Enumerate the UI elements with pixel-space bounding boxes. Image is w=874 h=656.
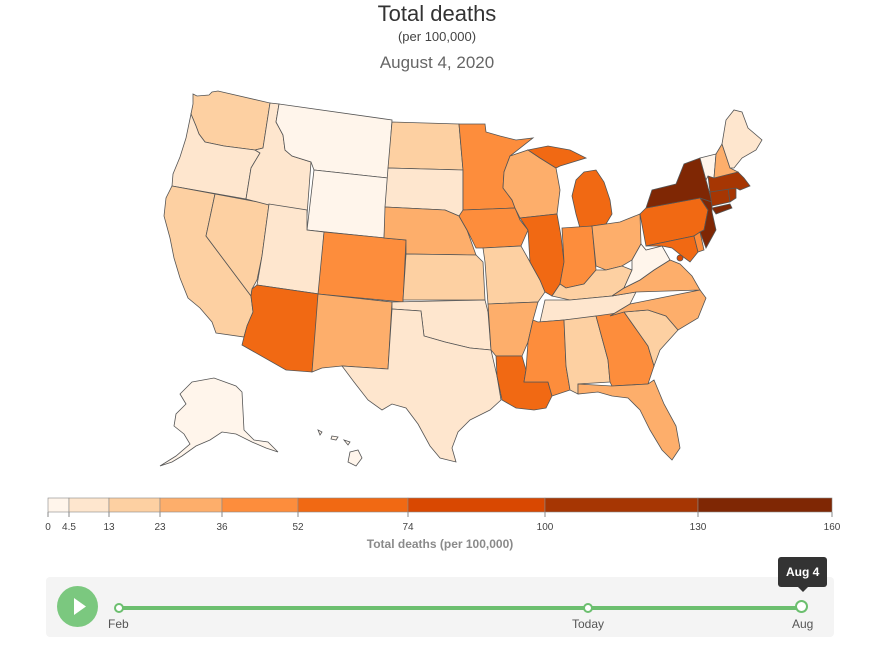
legend-tick-label: 0: [45, 522, 51, 533]
legend-tick-label: 52: [292, 522, 304, 533]
state-DC[interactable]: [676, 254, 684, 262]
state-AZ[interactable]: [241, 284, 320, 373]
legend-tick-label: 74: [402, 522, 414, 533]
us-choropleth-map: [159, 90, 763, 467]
legend-tick-label: 23: [154, 522, 166, 533]
timeline-start-label: Feb: [108, 617, 129, 631]
timeline-handle[interactable]: [795, 600, 808, 613]
legend-swatch: [407, 497, 546, 513]
state-CO[interactable]: [317, 231, 407, 303]
state-NM[interactable]: [311, 293, 393, 373]
legend-tick-label: 36: [216, 522, 228, 533]
play-button[interactable]: [57, 586, 98, 627]
legend-tick-label: 4.5: [62, 522, 76, 533]
legend-swatch: [159, 497, 223, 513]
map-date: August 4, 2020: [379, 53, 495, 72]
state-WV[interactable]: [623, 243, 671, 289]
timeline-start-dot[interactable]: [114, 603, 124, 613]
state-WY[interactable]: [306, 169, 389, 239]
legend-tick-label: 160: [824, 522, 841, 533]
legend-swatch: [68, 497, 110, 513]
state-AK[interactable]: [159, 377, 279, 467]
state-VT[interactable]: [699, 153, 717, 182]
state-KS[interactable]: [402, 253, 486, 301]
state-MI[interactable]: [526, 145, 613, 229]
legend-swatch: [221, 497, 299, 513]
legend-swatch: [297, 497, 409, 513]
legend-swatch: [47, 497, 70, 513]
timeline-end-label: Aug: [792, 617, 814, 631]
map-title: Total deaths: [377, 1, 497, 26]
timeline-tooltip: Aug 4: [778, 557, 828, 592]
legend-title: Total deaths (per 100,000): [366, 537, 514, 551]
state-AR[interactable]: [487, 301, 539, 357]
map-subtitle: (per 100,000): [397, 29, 477, 44]
state-DE[interactable]: [693, 231, 705, 253]
legend-tick-label: 130: [690, 522, 707, 533]
state-HI[interactable]: [317, 429, 363, 467]
color-legend: 0 4.5 13 23 36 52 74 100 130 160: [45, 497, 841, 533]
play-icon: [74, 598, 86, 615]
timeline-track[interactable]: [118, 606, 802, 610]
timeline-today-label: Today: [572, 617, 605, 631]
state-TX[interactable]: [341, 308, 502, 463]
state-NC[interactable]: [609, 289, 707, 331]
state-FL[interactable]: [577, 379, 681, 461]
timeline-panel: Feb Today Aug Aug 4: [46, 557, 834, 637]
state-LA[interactable]: [495, 355, 553, 411]
legend-tick-label: 100: [537, 522, 554, 533]
timeline-today-dot[interactable]: [583, 603, 593, 613]
state-ND[interactable]: [387, 121, 464, 171]
state-NH[interactable]: [713, 143, 740, 179]
state-ME[interactable]: [721, 109, 763, 169]
legend-tick-label: 13: [103, 522, 115, 533]
legend-swatch: [108, 497, 161, 513]
legend-swatch: [544, 497, 699, 513]
legend-swatch: [697, 497, 833, 513]
